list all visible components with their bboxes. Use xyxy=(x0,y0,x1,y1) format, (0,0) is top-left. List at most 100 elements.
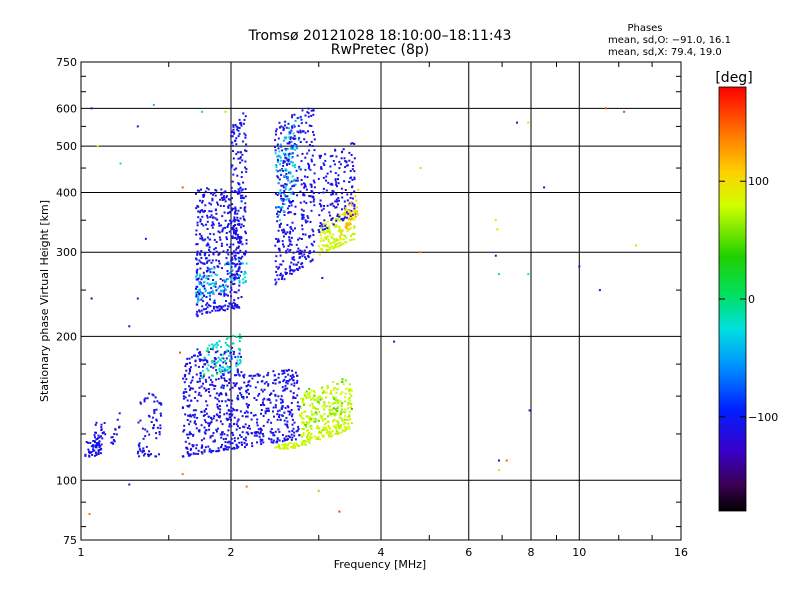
data-point xyxy=(279,126,281,129)
data-point xyxy=(210,214,213,217)
data-point xyxy=(322,435,325,438)
data-point xyxy=(204,204,207,207)
data-point xyxy=(136,452,139,455)
data-point xyxy=(280,395,283,398)
data-point xyxy=(230,268,233,271)
data-point xyxy=(283,175,286,178)
data-point xyxy=(219,433,222,436)
data-point xyxy=(283,160,286,163)
data-point xyxy=(237,289,240,292)
data-point xyxy=(244,252,247,254)
data-point xyxy=(336,213,339,216)
data-point xyxy=(337,423,340,426)
data-point xyxy=(237,220,240,222)
data-point xyxy=(210,418,213,421)
data-point xyxy=(344,226,347,229)
data-point xyxy=(230,351,232,354)
data-point xyxy=(342,148,345,151)
data-point xyxy=(188,423,191,426)
data-point xyxy=(238,340,241,343)
data-point xyxy=(276,215,279,218)
data-point xyxy=(116,418,119,421)
data-point xyxy=(245,485,248,488)
data-point xyxy=(302,209,305,212)
data-point xyxy=(355,215,357,218)
data-point xyxy=(206,260,209,263)
data-point xyxy=(221,289,224,292)
data-point xyxy=(313,391,316,394)
data-point xyxy=(213,283,216,286)
data-point xyxy=(348,159,351,162)
data-point xyxy=(158,431,161,433)
data-point xyxy=(282,152,285,155)
data-point xyxy=(114,428,117,431)
data-point xyxy=(206,236,209,239)
data-point xyxy=(299,413,302,416)
data-point xyxy=(234,258,237,261)
data-point xyxy=(296,401,299,404)
data-point xyxy=(333,387,336,390)
data-point xyxy=(237,191,240,194)
data-point xyxy=(207,349,209,352)
data-point xyxy=(285,435,288,438)
data-point xyxy=(199,199,201,202)
data-point xyxy=(201,365,204,368)
data-point xyxy=(297,247,300,250)
data-point xyxy=(305,415,308,418)
data-point xyxy=(350,408,353,410)
data-point xyxy=(290,140,293,143)
data-point xyxy=(338,242,341,245)
data-point xyxy=(217,407,220,410)
data-point xyxy=(342,238,345,241)
data-point xyxy=(205,296,208,298)
data-point xyxy=(153,424,155,427)
data-point xyxy=(332,233,335,236)
data-point xyxy=(322,390,325,392)
data-point xyxy=(184,396,187,399)
data-point xyxy=(240,441,243,444)
data-point xyxy=(234,254,237,257)
data-point xyxy=(214,189,217,191)
data-point xyxy=(330,390,333,392)
data-point xyxy=(210,421,213,424)
data-point xyxy=(277,182,280,184)
data-point xyxy=(320,247,323,250)
data-point xyxy=(245,143,248,146)
data-point xyxy=(237,356,240,359)
data-point xyxy=(225,289,228,292)
data-point xyxy=(205,380,208,383)
data-point xyxy=(199,237,202,240)
data-point xyxy=(189,413,192,416)
data-point xyxy=(313,240,316,243)
data-point xyxy=(336,388,339,391)
data-point xyxy=(223,370,226,373)
data-point xyxy=(231,256,233,259)
data-point xyxy=(234,276,236,279)
data-point xyxy=(272,370,275,373)
data-point xyxy=(274,139,277,142)
data-point xyxy=(309,404,311,407)
data-point xyxy=(327,238,330,241)
data-point xyxy=(318,427,321,430)
data-point xyxy=(227,294,229,297)
colorbar-unit-label: [deg] xyxy=(715,70,752,86)
data-point xyxy=(304,114,307,117)
data-point xyxy=(287,410,290,413)
data-point xyxy=(236,223,239,226)
data-point xyxy=(230,186,233,189)
data-point xyxy=(218,262,221,265)
plot-frame xyxy=(80,61,682,541)
data-point xyxy=(300,118,303,121)
data-point xyxy=(237,270,240,273)
data-point xyxy=(346,216,349,219)
data-point xyxy=(283,411,286,414)
data-point xyxy=(498,273,500,276)
data-point xyxy=(234,139,237,142)
data-point xyxy=(239,249,242,252)
data-point xyxy=(323,223,326,225)
data-point xyxy=(321,228,324,231)
data-point xyxy=(307,396,310,399)
x-tick-label: 16 xyxy=(674,546,688,559)
data-point xyxy=(185,378,188,381)
data-point xyxy=(194,364,197,367)
